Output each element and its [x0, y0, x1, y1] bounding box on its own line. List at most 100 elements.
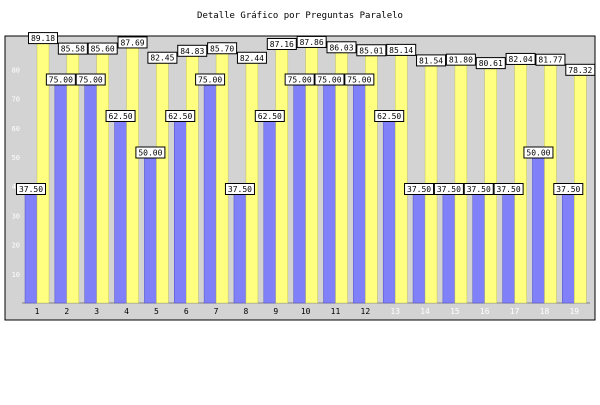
x-tick-label: 14: [420, 307, 430, 316]
bar-series-a: [323, 83, 336, 304]
bar-series-a: [293, 83, 306, 304]
data-label-box: [463, 183, 494, 195]
data-label: 85.70: [210, 44, 234, 53]
bar-series-a: [382, 120, 396, 304]
data-label: 75.00: [347, 76, 371, 85]
data-label-box: [117, 36, 148, 49]
data-label: 82.45: [150, 54, 174, 63]
data-label: 81.54: [419, 56, 443, 65]
data-label: 37.50: [467, 185, 491, 194]
data-label: 85.01: [359, 46, 383, 55]
bar-series-a: [84, 83, 97, 304]
data-label: 75.00: [317, 76, 341, 85]
y-tick-label: 20: [12, 242, 20, 250]
data-label: 87.16: [270, 40, 294, 49]
bar-series-a: [54, 83, 68, 304]
data-label: 85.58: [61, 45, 85, 54]
y-tick-label: 60: [12, 125, 20, 133]
data-label: 86.03: [329, 43, 353, 52]
x-tick-label: 9: [273, 307, 278, 316]
data-label-box: [207, 42, 238, 55]
x-tick-label: 16: [480, 307, 490, 316]
bar-series-a: [114, 120, 127, 304]
data-label-box: [314, 73, 345, 86]
data-label-box: [177, 44, 208, 57]
bar-series-a: [472, 193, 485, 304]
data-label: 50.00: [138, 149, 162, 158]
data-label: 75.00: [288, 76, 312, 85]
data-label: 78.32: [568, 66, 592, 75]
data-label-box: [75, 73, 106, 86]
data-label-box: [493, 183, 524, 195]
data-label-box: [57, 42, 88, 55]
x-tick-label: 15: [450, 307, 460, 316]
data-label-box: [404, 183, 435, 195]
bar-series-a: [502, 193, 515, 304]
data-label-box: [45, 73, 76, 86]
data-label-box: [344, 73, 375, 86]
data-label: 75.00: [198, 76, 222, 85]
data-label: 37.50: [556, 185, 580, 194]
bar-series-a: [24, 193, 38, 304]
x-tick-label: 2: [64, 307, 69, 316]
bar-series-b: [275, 48, 289, 304]
data-label-box: [87, 42, 118, 55]
y-tick-label: 10: [12, 271, 20, 279]
bar-series-b: [126, 46, 139, 304]
data-label-box: [105, 110, 136, 122]
x-tick-label: 13: [390, 307, 400, 316]
data-label-box: [326, 41, 357, 54]
bar-series-a: [442, 193, 456, 304]
data-label-box: [386, 43, 417, 56]
y-tick-label: 70: [12, 96, 20, 104]
data-label: 62.50: [377, 112, 401, 121]
data-label: 85.14: [389, 46, 413, 55]
data-label: 62.50: [109, 112, 133, 121]
bar-series-b: [96, 52, 109, 304]
y-tick-label: 40: [12, 183, 20, 191]
data-label-box: [28, 32, 58, 45]
x-tick-label: 19: [569, 307, 579, 316]
data-label: 80.61: [479, 59, 503, 68]
data-label: 37.50: [437, 185, 461, 194]
data-label-box: [475, 57, 506, 70]
bar-series-b: [365, 54, 378, 304]
data-label: 82.04: [509, 55, 533, 64]
x-tick-label: 4: [124, 307, 129, 316]
data-label: 81.77: [538, 56, 562, 65]
bar-series-b: [335, 51, 348, 304]
x-tick-label: 10: [301, 307, 311, 316]
bar-series-a: [353, 83, 366, 304]
bar-series-a: [203, 83, 217, 304]
chart-title: Detalle Gráfico por Preguntas Paralelo: [197, 11, 403, 21]
data-label: 37.50: [497, 185, 521, 194]
data-label: 62.50: [168, 112, 192, 121]
bar-series-b: [394, 54, 408, 304]
data-label-box: [505, 52, 536, 65]
data-label-box: [266, 37, 297, 50]
data-label-box: [296, 35, 327, 48]
data-label-box: [135, 146, 166, 159]
bar-series-a: [263, 120, 277, 304]
x-tick-label: 8: [244, 307, 249, 316]
bar-series-a: [144, 156, 157, 304]
bar-series-b: [66, 52, 80, 304]
x-tick-label: 1: [35, 307, 40, 316]
bar-series-b: [215, 52, 229, 304]
data-label: 37.50: [228, 185, 252, 194]
x-tick-label: 7: [214, 307, 219, 316]
data-label-box: [374, 110, 405, 122]
bar-series-a: [233, 193, 247, 304]
bar-series-a: [532, 156, 545, 304]
x-tick-label: 18: [540, 307, 550, 316]
x-tick-label: 17: [510, 307, 520, 316]
data-label: 87.86: [300, 38, 324, 47]
data-label-box: [236, 51, 267, 64]
data-label: 84.83: [180, 47, 204, 56]
data-label-box: [416, 54, 447, 67]
y-tick-label: 30: [12, 212, 20, 220]
data-label: 87.69: [121, 38, 145, 47]
data-label-box: [356, 44, 387, 57]
